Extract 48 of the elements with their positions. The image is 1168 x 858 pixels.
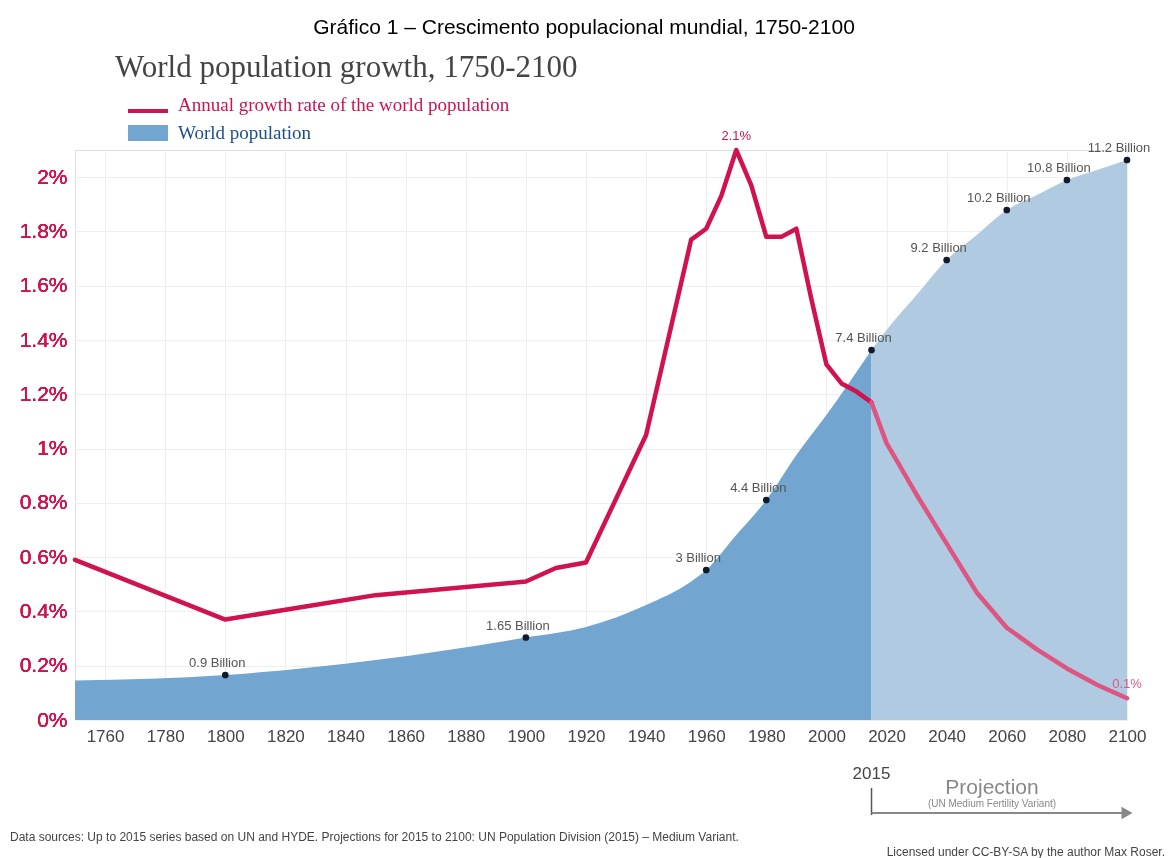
x-tick-label: 2040 <box>928 726 967 746</box>
x-tick-label: 2020 <box>868 726 906 746</box>
y-tick-label: 1.2% <box>19 381 68 405</box>
x-tick-label: 1900 <box>507 726 546 746</box>
data-label: 1.65 Billion <box>486 617 550 633</box>
chart-subtitle: World population growth, 1750-2100 <box>115 49 578 84</box>
y-tick-label: 0.2% <box>19 653 68 677</box>
x-tick-label: 2060 <box>988 726 1027 746</box>
x-tick-label: 2000 <box>808 726 846 746</box>
legend-label: World population <box>178 122 312 143</box>
data-label: 10.8 Billion <box>1027 160 1091 175</box>
y-tick-label: 1.4% <box>19 327 68 351</box>
y-tick-label: 1% <box>37 436 68 460</box>
y-tick-label: 1.6% <box>19 273 68 297</box>
y-tick-label: 0.8% <box>19 490 68 514</box>
text: Licensed under CC-BY-SA by the author Max Roser. <box>886 845 1165 858</box>
x-tick-label: 1960 <box>687 726 726 746</box>
x-tick-label: 1800 <box>206 726 245 746</box>
y-tick-label: 2% <box>37 164 68 188</box>
text: (UN Medium Fertility Variant) <box>927 798 1057 809</box>
x-tick-label: 1980 <box>747 726 786 746</box>
data-label: 2.1% <box>721 128 752 143</box>
x-tick-label: 2100 <box>1108 726 1147 746</box>
legend-label: Annual growth rate of the world population <box>178 94 510 115</box>
x-tick-label: 1920 <box>567 726 606 746</box>
data-label: 0.1% <box>1112 676 1143 692</box>
x-tick-label: 1840 <box>327 726 365 746</box>
text: Projection <box>945 775 1039 798</box>
ref-line-label: 2015 <box>852 764 891 783</box>
y-tick-label: 0.6% <box>19 544 68 568</box>
x-tick-label: 1780 <box>146 726 185 746</box>
x-tick-label: 1940 <box>627 726 666 746</box>
y-tick-label: 1.8% <box>19 218 68 242</box>
data-label: 10.2 Billion <box>966 190 1031 205</box>
data-label: 0.9 Billion <box>189 655 246 670</box>
x-tick-label: 2080 <box>1048 726 1087 746</box>
y-tick-label: 0.4% <box>19 598 68 622</box>
chart-title: Gráfico 1 – Crescimento populacional mundial, 1750-2100 <box>313 15 855 38</box>
x-tick-label: 1760 <box>86 726 125 746</box>
data-label: 7.4 Billion <box>835 330 892 345</box>
data-label: 9.2 Billion <box>910 240 967 255</box>
data-label: 3 Billion <box>675 550 721 565</box>
x-tick-label: 1860 <box>387 726 426 746</box>
x-tick-label: 1880 <box>447 726 486 746</box>
data-label: 11.2 Billion <box>1087 140 1151 155</box>
y-tick-label: 0% <box>37 707 68 731</box>
x-tick-label: 1820 <box>266 726 305 746</box>
text: Data sources: Up to 2015 series based on UN and HYDE. Projections for 2015 to 2100: UN Population Division (2015) – Medium Variant. <box>10 830 739 844</box>
